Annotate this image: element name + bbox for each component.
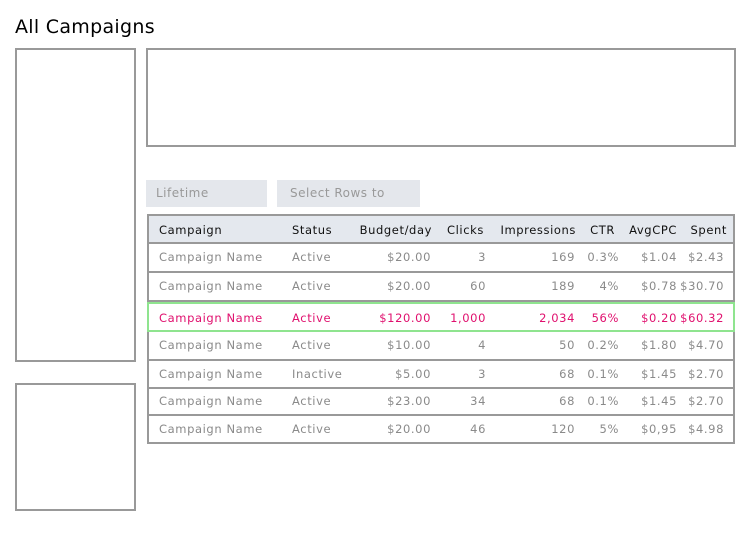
side-panel xyxy=(15,48,136,362)
table-cell: 68 xyxy=(559,394,575,408)
table-cell: Active xyxy=(292,422,332,436)
table-row[interactable]: Campaign Name Inactive $5.00 3 68 0.1% $1.45 $2… xyxy=(147,361,735,389)
table-cell: $10.00 xyxy=(387,338,431,352)
table-cell: $0.20 xyxy=(641,311,677,325)
table-cell: 120 xyxy=(551,422,575,436)
table-cell: $120.00 xyxy=(379,311,431,325)
stats-dropdown[interactable]: Lifetime stats▼ xyxy=(146,180,267,227)
column-header: Spent xyxy=(690,223,727,237)
column-header: Impressions xyxy=(500,223,576,237)
table-cell: $30.70 xyxy=(680,279,724,293)
table-cell: Campaign Name xyxy=(159,422,263,436)
table-cell: 60 xyxy=(470,279,486,293)
table-cell: $20.00 xyxy=(387,250,431,264)
table-cell: $1.04 xyxy=(641,250,677,264)
table-cell: $2.70 xyxy=(688,394,724,408)
table-cell: $23.00 xyxy=(387,394,431,408)
header-row: Campaign Status Budget/day Clicks Impression… xyxy=(147,214,735,244)
table-cell: Active xyxy=(292,311,332,325)
table-cell: 0.1% xyxy=(587,394,619,408)
table-row[interactable]: Campaign Name Active $20.00 3 169 0.3% $1.04 $2… xyxy=(147,244,735,273)
table-cell: Campaign Name xyxy=(159,311,263,325)
table-cell: Active xyxy=(292,338,332,352)
table-cell: 68 xyxy=(559,367,575,381)
column-header: Clicks xyxy=(447,223,484,237)
table-cell: 2,034 xyxy=(539,311,575,325)
table-row[interactable]: Campaign Name Active $20.00 46 120 5% $0,95 $4.… xyxy=(147,416,735,444)
table-cell: 5% xyxy=(599,422,619,436)
table-cell: 1,000 xyxy=(450,311,486,325)
page-title: All Campaigns xyxy=(15,16,155,38)
table-cell: $20.00 xyxy=(387,422,431,436)
table-cell: Active xyxy=(292,394,332,408)
table-cell: 0.3% xyxy=(587,250,619,264)
table-cell: $20.00 xyxy=(387,279,431,293)
table-cell: Campaign Name xyxy=(159,367,263,381)
table-cell: $2.70 xyxy=(688,367,724,381)
table-cell: $4.98 xyxy=(688,422,724,436)
table-row[interactable]: Campaign Name Active $10.00 4 50 0.2% $1.80 $4.… xyxy=(147,332,735,361)
table-row[interactable]: Campaign Name Active $20.00 60 189 4% $0.78 $30… xyxy=(147,273,735,302)
table-cell: Active xyxy=(292,250,332,264)
table-cell: $1.45 xyxy=(641,367,677,381)
table-cell: 4 xyxy=(478,338,486,352)
table-cell: $1.45 xyxy=(641,394,677,408)
side-panel xyxy=(15,383,136,511)
table-cell: Campaign Name xyxy=(159,338,263,352)
table-cell: 169 xyxy=(551,250,575,264)
top-panel xyxy=(146,48,736,147)
edit-button[interactable]: Select Rows to Edit xyxy=(277,180,420,227)
column-header: AvgCPC xyxy=(629,223,677,237)
table-cell: Inactive xyxy=(292,367,343,381)
table-cell: 3 xyxy=(478,367,486,381)
table-cell: $0,95 xyxy=(641,422,677,436)
table-cell: 34 xyxy=(470,394,486,408)
column-header: Campaign xyxy=(159,223,223,237)
table-cell: 46 xyxy=(470,422,486,436)
table-cell: 50 xyxy=(559,338,575,352)
column-header: Budget/day xyxy=(359,223,432,237)
column-header: Status xyxy=(292,223,333,237)
table-cell: 0.1% xyxy=(587,367,619,381)
table-cell: 4% xyxy=(599,279,619,293)
table-cell: 0.2% xyxy=(587,338,619,352)
table-cell: Campaign Name xyxy=(159,279,263,293)
table-cell: 189 xyxy=(551,279,575,293)
table-cell: $60.32 xyxy=(680,311,724,325)
table-cell: Active xyxy=(292,279,332,293)
table-cell: $0.78 xyxy=(641,279,677,293)
table-row[interactable]: Campaign Name Active $23.00 34 68 0.1% $1.45 $2… xyxy=(147,389,735,416)
table-cell: $2.43 xyxy=(688,250,724,264)
table-cell: 3 xyxy=(478,250,486,264)
table-cell: $1.80 xyxy=(641,338,677,352)
table-cell: Campaign Name xyxy=(159,394,263,408)
table-cell: 56% xyxy=(591,311,619,325)
table-cell: $4.70 xyxy=(688,338,724,352)
table-cell: $5.00 xyxy=(395,367,431,381)
table-cell: Campaign Name xyxy=(159,250,263,264)
selected-row[interactable]: Campaign Name Active $120.00 1,000 2,034 56% $… xyxy=(147,302,735,332)
column-header: CTR xyxy=(590,223,615,237)
